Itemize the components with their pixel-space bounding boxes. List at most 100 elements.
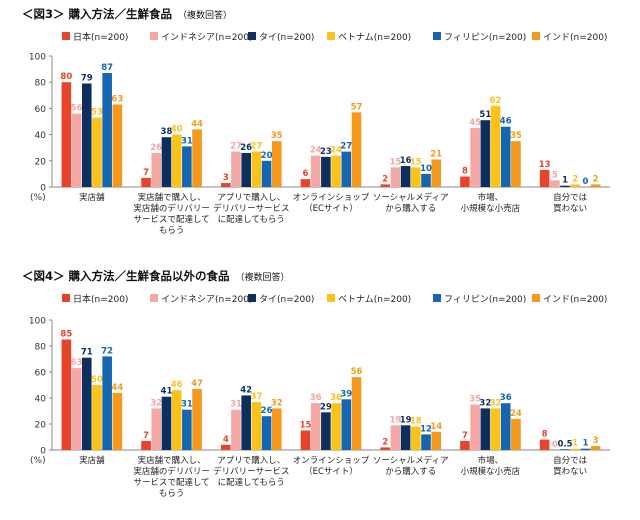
bar	[411, 167, 421, 187]
bar	[400, 425, 411, 450]
legend-swatch	[248, 294, 256, 302]
bar-value-label: 41	[161, 387, 173, 397]
bar	[411, 426, 421, 450]
bar	[192, 388, 202, 450]
bar	[560, 185, 570, 187]
bar-value-label: 15	[389, 157, 401, 167]
bar	[421, 173, 431, 187]
legend-swatch	[327, 32, 335, 40]
bar-value-label: 29	[320, 402, 332, 412]
bar-value-label: 10	[420, 164, 432, 174]
bar-value-label: 24	[330, 146, 342, 156]
bar-value-label: 23	[320, 147, 332, 157]
bar	[112, 104, 123, 187]
bar	[141, 440, 151, 450]
category-label: 自分では	[553, 192, 588, 203]
bar	[112, 392, 123, 450]
bar-value-label: 36	[330, 393, 342, 403]
bar-value-label: 6	[303, 169, 309, 179]
bar	[261, 416, 272, 450]
bar	[251, 151, 262, 187]
category-label: 実店舗のデリバリー	[133, 203, 210, 214]
bar	[81, 357, 92, 450]
bar-value-label: 1	[562, 176, 568, 186]
bar-value-label: 27	[340, 142, 352, 152]
bar-value-label: 35	[469, 395, 481, 405]
legend-label: インドネシア(n=200)	[161, 294, 252, 305]
bar-value-label: 0	[552, 440, 558, 450]
bar-value-label: 16	[400, 156, 412, 166]
bar	[171, 134, 182, 187]
bar-value-label: 2	[572, 174, 578, 184]
category-label: に配達してもらう	[218, 477, 285, 488]
legend-label: インドネシア(n=200)	[161, 32, 252, 43]
y-tick-label: 100	[29, 53, 46, 63]
bar-value-label: 7	[143, 431, 149, 441]
bar-value-label: 2	[382, 174, 388, 184]
bar-value-label: 15	[300, 421, 312, 431]
y-tick-label: 40	[35, 395, 47, 405]
bar	[400, 166, 411, 187]
bar	[511, 141, 521, 187]
category-label: 市場、	[478, 192, 504, 203]
bar	[490, 408, 501, 450]
bar	[92, 117, 102, 187]
legend-label: 日本(n=200)	[73, 293, 128, 305]
y-tick-label: 60	[35, 105, 47, 115]
legend-label: タイ(n=200)	[259, 32, 314, 43]
bar-value-label: 39	[340, 389, 352, 399]
legend-label: インド(n=200)	[543, 33, 607, 43]
bar-value-label: 71	[81, 348, 93, 358]
y-tick-label: 80	[35, 343, 47, 353]
bar-value-label: 45	[469, 118, 481, 128]
chart-2: ＜図4＞ 購入方法／生鮮食品以外の食品 （複数回答） 日本(n=200) インドネシア(…	[22, 269, 610, 499]
bar	[271, 141, 282, 187]
category-label: 実店舗	[79, 192, 105, 203]
bar-value-label: 5	[552, 170, 558, 180]
bar	[161, 137, 172, 187]
bar	[321, 156, 331, 187]
bar-value-label: 38	[161, 127, 173, 137]
bar	[380, 184, 391, 187]
bar	[241, 395, 251, 450]
bar	[390, 425, 401, 450]
bar	[141, 177, 151, 187]
bar	[470, 404, 480, 450]
bar	[271, 408, 282, 450]
bar	[231, 151, 241, 187]
legend-swatch	[150, 32, 158, 40]
bar-value-label: 0.5	[558, 439, 573, 449]
bar-value-label: 50	[91, 375, 103, 385]
bar-value-label: 44	[191, 119, 203, 129]
category-label: サービスで配達して	[133, 477, 209, 488]
legend-label: フィリピン(n=200)	[444, 32, 526, 43]
bar-value-label: 35	[271, 131, 283, 141]
category-label: アプリで購入し、	[217, 192, 285, 203]
bar-value-label: 62	[490, 96, 502, 106]
bar	[300, 179, 311, 187]
category-label: サービスで配達して	[133, 214, 209, 225]
bar	[192, 129, 202, 187]
bar	[500, 126, 511, 187]
bar	[590, 446, 601, 450]
bar	[480, 408, 491, 450]
bar	[470, 128, 480, 187]
y-tick-label: 0	[40, 184, 46, 194]
bar	[341, 151, 352, 187]
legend-swatch	[327, 294, 335, 302]
bar	[61, 339, 72, 450]
bar-value-label: 87	[101, 63, 113, 73]
bar-value-label: 53	[91, 108, 103, 118]
bar	[61, 82, 72, 187]
bar-value-label: 32	[150, 398, 162, 408]
legend-swatch	[62, 32, 70, 40]
category-label: 買わない	[553, 204, 587, 214]
legend-label: ベトナム(n=200)	[338, 32, 411, 43]
category-label: 買わない	[553, 467, 587, 477]
y-tick-label: 20	[35, 157, 47, 167]
bar	[321, 412, 331, 450]
bar-value-label: 7	[462, 431, 468, 441]
category-label: ソーシャルメディア	[373, 192, 449, 203]
bar-value-label: 63	[111, 94, 123, 104]
